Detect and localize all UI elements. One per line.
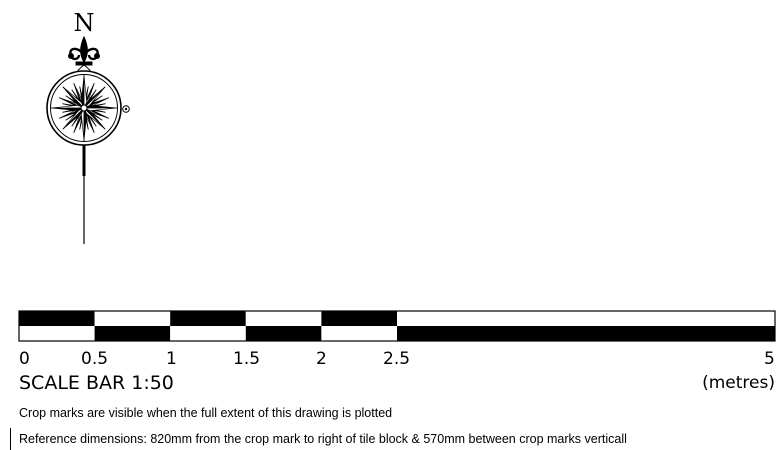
scale-tick-label: 5 [764,349,775,369]
scale-tick-label: 0 [19,349,30,369]
scale-bar-title: SCALE BAR 1:50 [19,372,174,394]
scale-segment [94,311,171,326]
scale-tick-label: 0.5 [81,349,109,369]
scale-segment [94,326,171,341]
scale-bar [18,310,776,342]
scale-tick-label: 2 [316,349,327,369]
scale-segment [19,326,95,341]
reference-dimensions-note: Reference dimensions: 820mm from the cro… [19,432,627,446]
north-arrow: N [46,9,130,244]
scale-segment [397,311,775,326]
crop-mark [10,428,11,450]
scale-segment [245,311,322,326]
scale-units-label: (metres) [702,373,775,393]
north-label: N [74,9,95,37]
scale-segment [321,311,397,326]
scale-tick-label: 2.5 [383,349,411,369]
compass-rose-icon [46,70,130,146]
scale-tick-label: 1.5 [233,349,261,369]
scale-segment [170,326,246,341]
scale-segment [397,326,775,341]
scale-segment [321,326,397,341]
scale-segment [19,311,95,326]
scale-segment [245,326,322,341]
scale-tick-label: 1 [166,349,177,369]
scale-segment [170,311,246,326]
crop-marks-note: Crop marks are visible when the full ext… [19,406,393,420]
